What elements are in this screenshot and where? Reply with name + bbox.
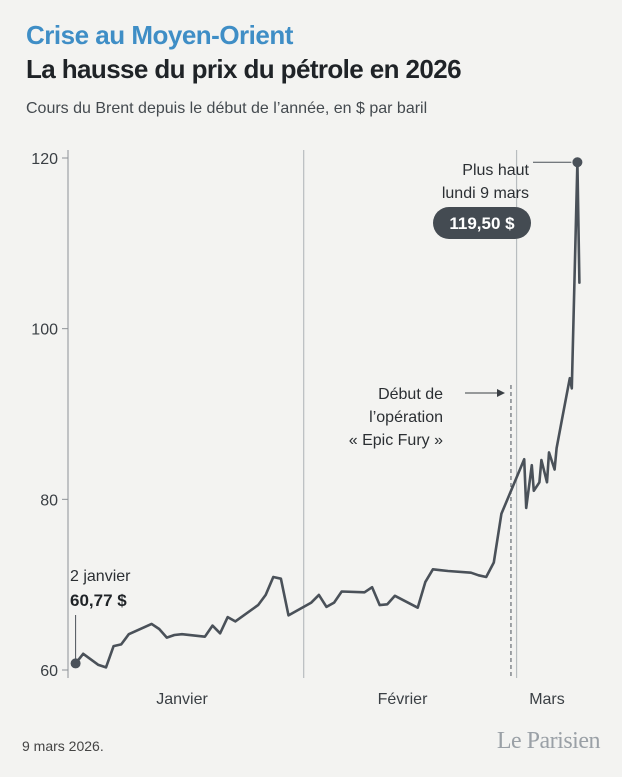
y-tick-label: 100 [31,322,58,339]
chart-title: La hausse du prix du pétrole en 2026 [26,54,462,84]
source-date: 9 mars 2026. [22,738,104,754]
event-label-line3: « Epic Fury » [349,432,443,449]
y-tick-label: 80 [40,492,58,509]
chart-kicker: Crise au Moyen-Orient [26,20,293,50]
month-label: Janvier [156,691,208,708]
brent-price-line [74,161,581,669]
y-tick-label: 120 [31,151,58,168]
chart-subtitle: Cours du Brent depuis le début de l’anné… [26,100,428,117]
peak-value-label: 119,50 $ [449,214,515,233]
start-label: 2 janvier [70,568,131,585]
event-arrow-head [497,389,505,397]
peak-label-line2: lundi 9 mars [442,185,529,202]
peak-label-line1: Plus haut [462,162,529,179]
month-label: Février [378,691,428,708]
brand-logo: Le Parisien [496,728,601,754]
peak-point [572,157,583,168]
event-label-line2: l’opération [369,409,443,426]
start-point [70,658,81,669]
month-label: Mars [529,691,565,708]
peak-value-badge [433,207,531,239]
start-value-label: 60,77 $ [70,591,127,610]
y-tick-label: 60 [40,663,58,680]
event-label-line1: Début de [378,386,443,403]
